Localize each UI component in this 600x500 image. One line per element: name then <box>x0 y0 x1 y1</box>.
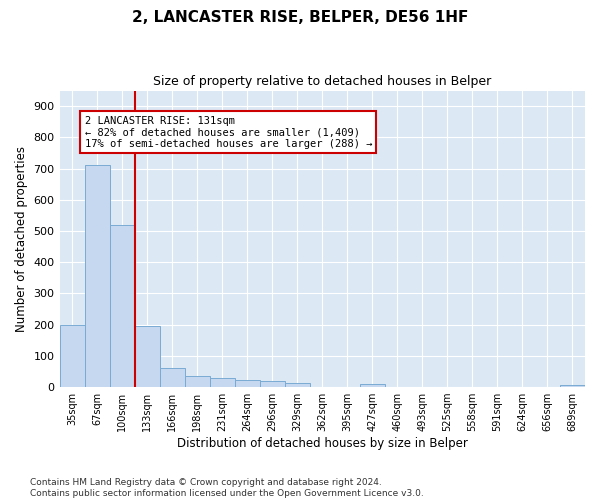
Title: Size of property relative to detached houses in Belper: Size of property relative to detached ho… <box>153 75 491 88</box>
Bar <box>59 324 85 387</box>
Text: 2 LANCASTER RISE: 131sqm
← 82% of detached houses are smaller (1,409)
17% of sem: 2 LANCASTER RISE: 131sqm ← 82% of detach… <box>85 116 372 148</box>
Bar <box>285 384 310 387</box>
Bar <box>134 326 160 387</box>
Text: Contains HM Land Registry data © Crown copyright and database right 2024.
Contai: Contains HM Land Registry data © Crown c… <box>30 478 424 498</box>
Bar <box>560 384 585 387</box>
Bar <box>260 382 285 387</box>
Bar <box>209 378 235 387</box>
Bar <box>235 380 260 387</box>
Bar <box>85 166 110 387</box>
Text: 2, LANCASTER RISE, BELPER, DE56 1HF: 2, LANCASTER RISE, BELPER, DE56 1HF <box>132 10 468 25</box>
Y-axis label: Number of detached properties: Number of detached properties <box>15 146 28 332</box>
Bar <box>110 225 134 387</box>
X-axis label: Distribution of detached houses by size in Belper: Distribution of detached houses by size … <box>177 437 468 450</box>
Bar <box>185 376 209 387</box>
Bar <box>160 368 185 387</box>
Bar <box>360 384 385 387</box>
